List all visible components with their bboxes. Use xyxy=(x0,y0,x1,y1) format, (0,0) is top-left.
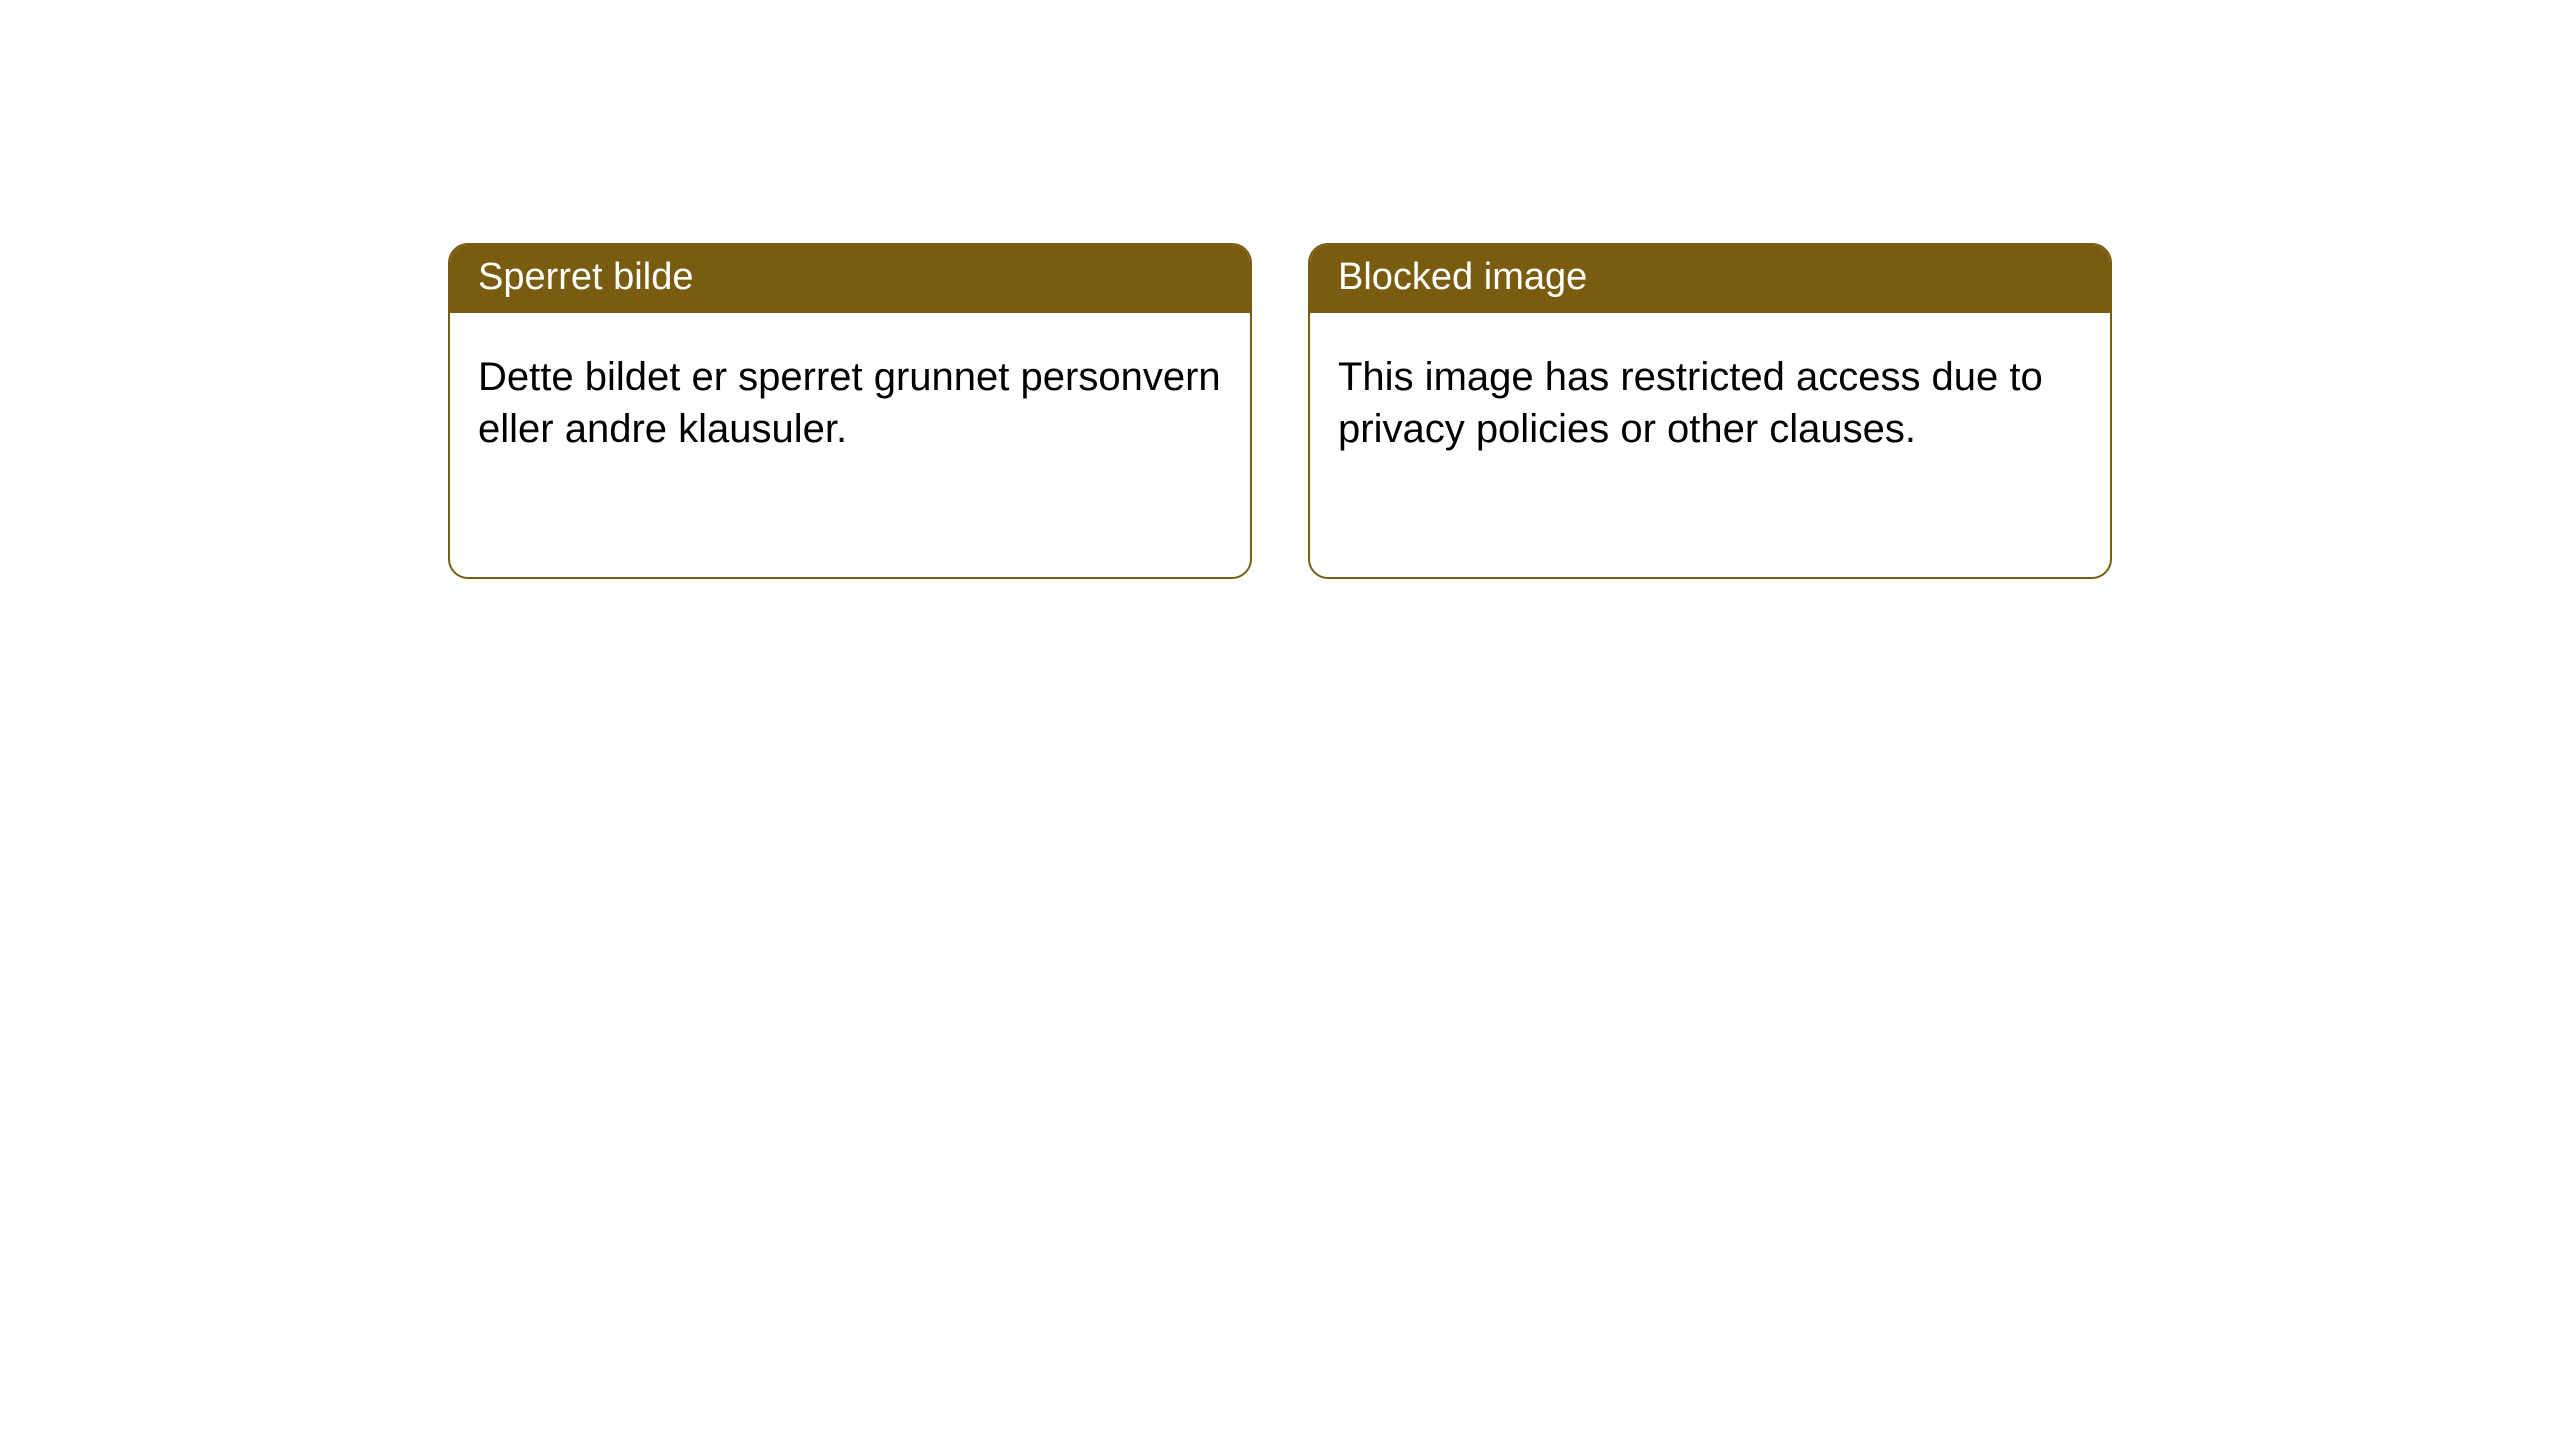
notice-header-english: Blocked image xyxy=(1310,245,2110,313)
notice-card-norwegian: Sperret bilde Dette bildet er sperret gr… xyxy=(448,243,1252,579)
notice-body-norwegian: Dette bildet er sperret grunnet personve… xyxy=(450,313,1250,493)
notice-body-english: This image has restricted access due to … xyxy=(1310,313,2110,493)
notice-card-english: Blocked image This image has restricted … xyxy=(1308,243,2112,579)
notice-header-norwegian: Sperret bilde xyxy=(450,245,1250,313)
notice-container: Sperret bilde Dette bildet er sperret gr… xyxy=(0,0,2560,579)
